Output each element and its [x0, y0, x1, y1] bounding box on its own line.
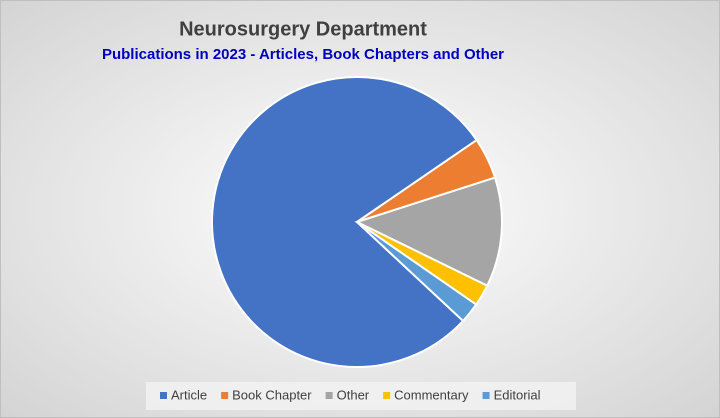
legend-label: Commentary: [394, 387, 469, 402]
legend-swatch: [221, 392, 229, 399]
pie-slice: [354, 176, 503, 288]
legend-swatch: [383, 392, 391, 399]
legend-label: Other: [337, 387, 370, 402]
pie-slice: [211, 76, 479, 368]
pie-slice: [356, 221, 478, 323]
legend-swatch: [482, 392, 490, 399]
legend-swatch: [325, 392, 333, 399]
chart-title: Neurosurgery Department: [179, 18, 427, 40]
legend-label: Editorial: [494, 387, 541, 402]
legend-box: [146, 382, 576, 410]
legend-swatch: [160, 392, 167, 399]
legend-label: Book Chapter: [232, 387, 312, 402]
chart-subtitle: Publications in 2023 - Articles, Book Ch…: [102, 46, 504, 63]
legend-label: Article: [171, 387, 207, 402]
